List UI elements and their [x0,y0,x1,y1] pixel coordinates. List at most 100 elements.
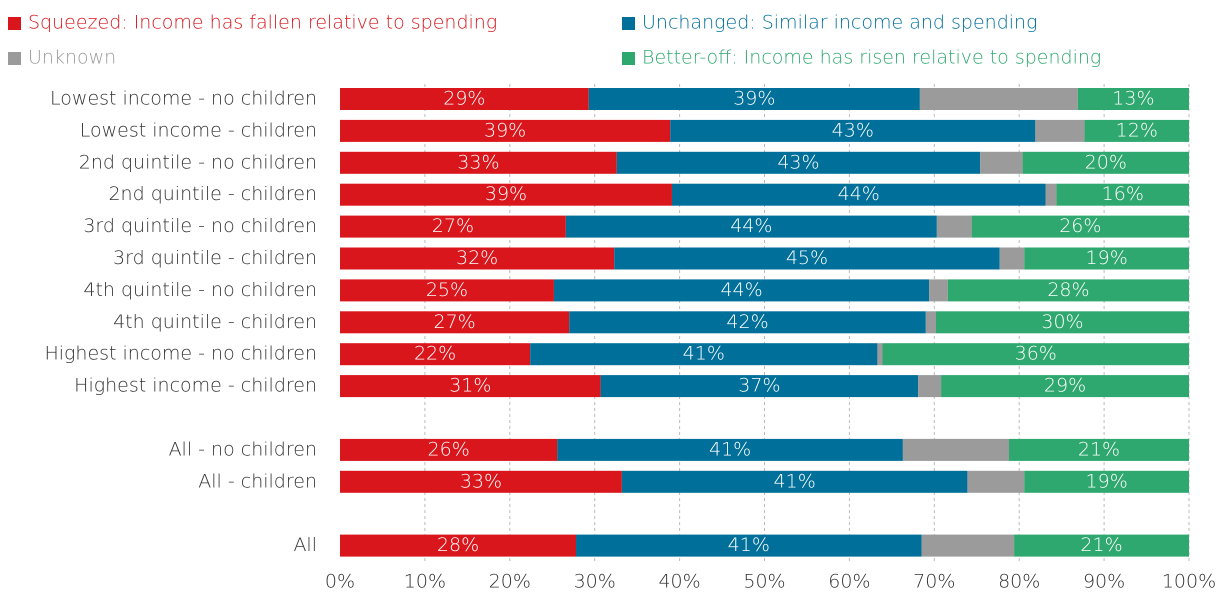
data-label: 12% [1116,119,1158,141]
data-label: 20% [1085,151,1127,173]
bar-segment [947,279,1189,302]
bar-segment [340,311,570,334]
bar-segment [340,470,622,493]
bar-segment [936,215,972,238]
data-label: 37% [738,375,780,397]
bar-segment [1022,151,1189,174]
category-label: 4th quintile - no children [83,279,317,301]
data-label: 39% [733,88,775,110]
bar-segment [557,438,903,461]
category-label: All - children [198,470,317,492]
data-label: 16% [1102,183,1144,205]
bar-segment [340,375,601,398]
bar-segment [530,343,878,366]
x-tick-label: 40% [658,571,700,593]
bar-segment [588,88,920,110]
legend-swatch [622,52,635,65]
legend-label: Squeezed: Income has fallen relative to … [28,12,497,34]
bar-segment [569,311,926,334]
category-label: 3rd quintile - children [113,247,317,269]
bar-segment [1084,119,1189,142]
category-label: 3rd quintile - no children [83,215,317,237]
data-label: 41% [774,470,816,492]
category-label: 2nd quintile - no children [79,151,317,173]
x-tick-label: 100% [1162,571,1216,593]
bar-segment [935,311,1189,334]
data-label: 21% [1080,534,1122,556]
x-tick-label: 90% [1083,571,1125,593]
bar-segment [1035,119,1085,142]
bar-segment [614,247,1000,270]
bar-segment [999,247,1025,270]
data-label: 30% [1041,311,1083,333]
data-label: 41% [709,438,751,460]
x-tick-label: 60% [828,571,870,593]
data-label: 45% [786,247,828,269]
bar-segment [565,215,937,238]
category-label: 2nd quintile - children [108,183,317,205]
data-label: 29% [443,88,485,110]
x-tick-label: 0% [325,571,355,593]
bar-segment [616,151,981,174]
bar-segment [929,279,948,302]
bar-segment [918,375,942,398]
bar-segment [340,183,672,206]
data-label: 28% [1047,279,1089,301]
legend-label: Unchanged: Similar income and spending [642,12,1038,34]
bar-segment [340,343,531,366]
data-label: 36% [1015,343,1057,365]
bar-segment [340,151,617,174]
category-label: Highest income - no children [44,343,317,365]
data-label: 27% [433,311,475,333]
legend-label: Better-off: Income has risen relative to… [642,47,1101,69]
data-label: 44% [720,279,762,301]
data-label: 41% [683,343,725,365]
x-tick-label: 30% [574,571,616,593]
x-tick-label: 50% [743,571,785,593]
data-label: 22% [414,343,456,365]
bar-segment [1024,247,1189,270]
category-label: Lowest income - no children [50,88,317,110]
bar-segment [340,279,554,302]
bar-segment [967,470,1025,493]
data-label: 33% [460,470,502,492]
bar-segment [340,534,577,557]
data-label: 44% [730,215,772,237]
bar-segment [1056,183,1189,206]
bar-segment [340,215,566,238]
data-label: 43% [832,119,874,141]
data-label: 19% [1086,470,1128,492]
bar-segment [670,119,1036,142]
bar-segment [340,247,615,270]
bar-segment [919,88,1078,110]
bar-segment [340,119,671,142]
data-label: 28% [437,534,479,556]
x-tick-label: 10% [404,571,446,593]
data-label: 42% [726,311,768,333]
bar-segment [902,438,1010,461]
bar-segment [971,215,1189,238]
legend-label: Unknown [28,47,116,69]
legend-swatch [622,17,635,30]
bar-segment [600,375,919,398]
x-tick-label: 80% [998,571,1040,593]
category-label: 4th quintile - children [113,311,317,333]
bar-segment [882,343,1189,366]
data-label: 32% [456,247,498,269]
bar-segment [980,151,1023,174]
legend-swatch [8,17,21,30]
category-label: All - no children [169,438,317,460]
legend-swatch [8,52,21,65]
bar-segment [1009,438,1189,461]
data-label: 41% [728,534,770,556]
bar-segment [621,470,968,493]
bar-segment [340,438,558,461]
category-label: Highest income - children [74,375,317,397]
category-label: All [293,534,317,556]
data-label: 19% [1086,247,1128,269]
data-label: 39% [484,119,526,141]
data-label: 31% [449,375,491,397]
data-label: 26% [428,438,470,460]
bar-segment [941,375,1189,398]
x-tick-label: 70% [913,571,955,593]
